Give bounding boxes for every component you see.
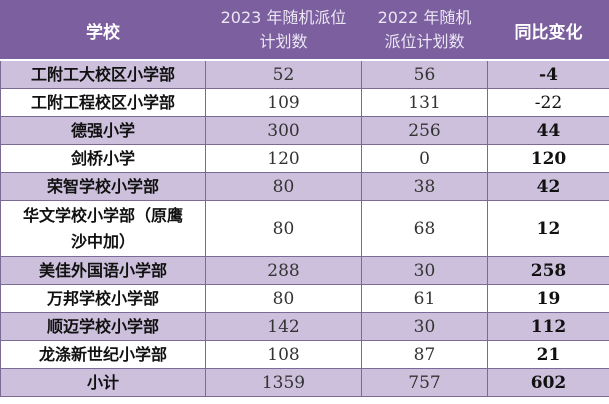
table-row: 剑桥小学 120 0 120 [0, 144, 609, 173]
header-plan-2022-line2: 派位计划数 [384, 32, 465, 51]
plan-2023: 108 [205, 340, 362, 369]
header-row: 学校 2023 年随机派位 计划数 2022 年随机 派位计划数 同比变化 [0, 0, 609, 61]
plan-2022: 0 [361, 144, 488, 173]
yoy-change: 19 [487, 284, 609, 313]
school-name-line1: 华文学校小学部（原鹰 [22, 205, 183, 225]
table-row: 顺迈学校小学部 142 30 112 [0, 312, 609, 341]
yoy-change: 42 [487, 172, 609, 201]
plan-2023: 142 [205, 312, 362, 341]
plan-2023: 80 [205, 200, 362, 257]
yoy-change: -4 [487, 59, 609, 89]
school-name: 剑桥小学 [0, 144, 206, 173]
school-name-line2: 沙中加） [70, 231, 135, 251]
plan-2022: 61 [361, 284, 488, 313]
total-yoy-change: 602 [487, 368, 609, 397]
table-row: 德强小学 300 256 44 [0, 116, 609, 145]
yoy-change: 120 [487, 144, 609, 173]
table-row: 美佳外国语小学部 288 30 258 [0, 256, 609, 285]
school-name: 德强小学 [0, 116, 206, 145]
school-name: 荣智学校小学部 [0, 172, 206, 201]
school-name: 顺迈学校小学部 [0, 312, 206, 341]
header-yoy-change: 同比变化 [487, 0, 609, 61]
table-row: 龙涤新世纪小学部 108 87 21 [0, 340, 609, 369]
table-row: 荣智学校小学部 80 38 42 [0, 172, 609, 201]
table-header: 学校 2023 年随机派位 计划数 2022 年随机 派位计划数 同比变化 [0, 0, 609, 61]
yoy-change: -22 [487, 88, 609, 117]
header-plan-2022-line1: 2022 年随机 [377, 8, 472, 27]
plan-2023: 109 [205, 88, 362, 117]
plan-2022: 68 [361, 200, 488, 257]
plan-2022: 56 [361, 59, 488, 89]
header-school: 学校 [0, 0, 206, 61]
table-body: 工附工大校区小学部 52 56 -4 工附工程校区小学部 109 131 -22… [0, 59, 609, 397]
yoy-change: 12 [487, 200, 609, 257]
table-row: 工附工大校区小学部 52 56 -4 [0, 59, 609, 89]
plan-2023: 80 [205, 172, 362, 201]
yoy-change: 21 [487, 340, 609, 369]
header-plan-2022: 2022 年随机 派位计划数 [361, 0, 488, 61]
plan-2023: 52 [205, 59, 362, 89]
table-row: 工附工程校区小学部 109 131 -22 [0, 88, 609, 117]
header-plan-2023-line1: 2023 年随机派位 [220, 8, 347, 27]
school-name: 工附工大校区小学部 [0, 59, 206, 89]
total-row: 小计 1359 757 602 [0, 368, 609, 397]
total-plan-2023: 1359 [205, 368, 362, 397]
school-name: 工附工程校区小学部 [0, 88, 206, 117]
yoy-change: 44 [487, 116, 609, 145]
total-plan-2022: 757 [361, 368, 488, 397]
total-label: 小计 [0, 368, 206, 397]
plan-2023: 288 [205, 256, 362, 285]
header-school-label: 学校 [86, 22, 120, 43]
plan-2022: 30 [361, 312, 488, 341]
yoy-change: 258 [487, 256, 609, 285]
header-plan-2023: 2023 年随机派位 计划数 [205, 0, 362, 61]
plan-2022: 38 [361, 172, 488, 201]
header-plan-2023-line2: 计划数 [259, 32, 308, 51]
school-name: 美佳外国语小学部 [0, 256, 206, 285]
table-row: 华文学校小学部（原鹰 沙中加） 80 68 12 [0, 200, 609, 257]
school-name: 万邦学校小学部 [0, 284, 206, 313]
school-name: 龙涤新世纪小学部 [0, 340, 206, 369]
plan-2023: 120 [205, 144, 362, 173]
school-name: 华文学校小学部（原鹰 沙中加） [0, 200, 206, 257]
table-row: 万邦学校小学部 80 61 19 [0, 284, 609, 313]
plan-2023: 300 [205, 116, 362, 145]
plan-2022: 30 [361, 256, 488, 285]
plan-2023: 80 [205, 284, 362, 313]
plan-2022: 131 [361, 88, 488, 117]
yoy-change: 112 [487, 312, 609, 341]
header-yoy-change-label: 同比变化 [514, 22, 583, 43]
plan-2022: 87 [361, 340, 488, 369]
plan-2022: 256 [361, 116, 488, 145]
